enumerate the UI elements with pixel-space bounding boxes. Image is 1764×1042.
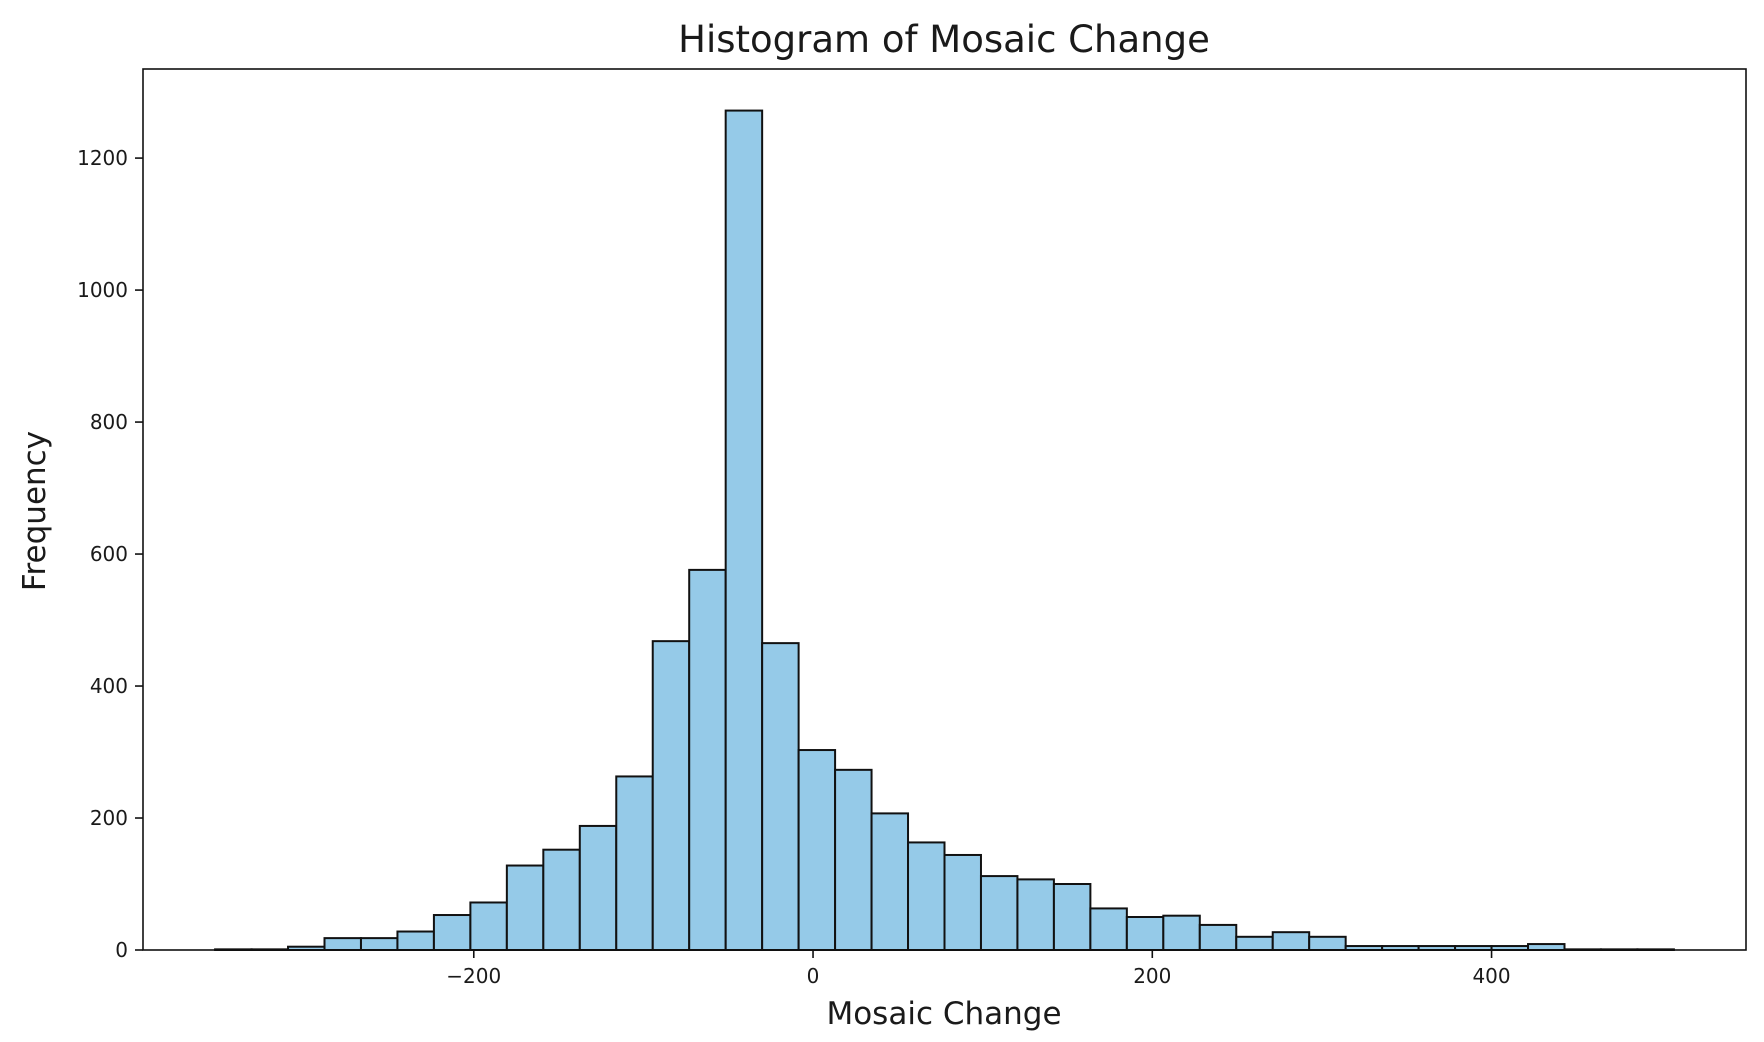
bars-layer xyxy=(214,109,1675,952)
y-tick-label: 400 xyxy=(90,674,128,698)
histogram-bar xyxy=(870,812,910,951)
histogram-bar xyxy=(834,768,873,951)
histogram-bar xyxy=(1162,914,1201,952)
y-axis-label: Frequency xyxy=(17,431,53,591)
histogram-bar xyxy=(1125,916,1165,951)
histogram-bar xyxy=(943,853,982,951)
histogram-bar xyxy=(469,901,508,952)
x-tick-label: −200 xyxy=(446,964,501,988)
histogram-bar xyxy=(1052,883,1092,952)
chart-title: Histogram of Mosaic Change xyxy=(678,18,1210,61)
histogram-bar xyxy=(1198,923,1238,952)
histogram-bar xyxy=(907,841,946,951)
histogram-bar xyxy=(578,824,618,951)
histogram-bar xyxy=(1016,878,1055,951)
histogram-bar xyxy=(542,848,581,952)
histogram-bar xyxy=(359,937,399,951)
histogram-bar xyxy=(323,937,362,951)
histogram-bar xyxy=(615,775,654,951)
y-tick-label: 0 xyxy=(115,938,128,962)
x-tick-label: 0 xyxy=(807,964,820,988)
histogram-bar xyxy=(797,749,837,952)
histogram-bar xyxy=(432,914,472,952)
histogram-bar xyxy=(724,109,764,952)
x-tick-label: 400 xyxy=(1472,964,1510,988)
x-axis-label: Mosaic Change xyxy=(826,996,1061,1032)
histogram-bar xyxy=(761,642,800,951)
x-axis: −200 0 200 400 xyxy=(446,950,1511,988)
y-axis: 0 200 400 600 800 1000 1200 xyxy=(77,146,143,962)
y-tick-label: 1200 xyxy=(77,146,128,170)
y-tick-label: 200 xyxy=(90,806,128,830)
x-tick-label: 200 xyxy=(1133,964,1171,988)
plot-frame xyxy=(142,68,1747,951)
histogram-bar xyxy=(1271,931,1311,951)
histogram-bar xyxy=(396,930,435,951)
histogram-bar xyxy=(1527,943,1566,951)
histogram-bar xyxy=(979,875,1019,951)
histogram-bar xyxy=(1235,935,1274,952)
histogram-bar xyxy=(1308,935,1347,952)
y-tick-label: 800 xyxy=(90,410,128,434)
histogram-bar xyxy=(688,568,727,951)
histogram-bar xyxy=(1089,907,1128,952)
y-tick-label: 600 xyxy=(90,542,128,566)
histogram-bar xyxy=(505,864,545,952)
histogram-bar xyxy=(651,640,691,951)
y-tick-label: 1000 xyxy=(77,278,128,302)
